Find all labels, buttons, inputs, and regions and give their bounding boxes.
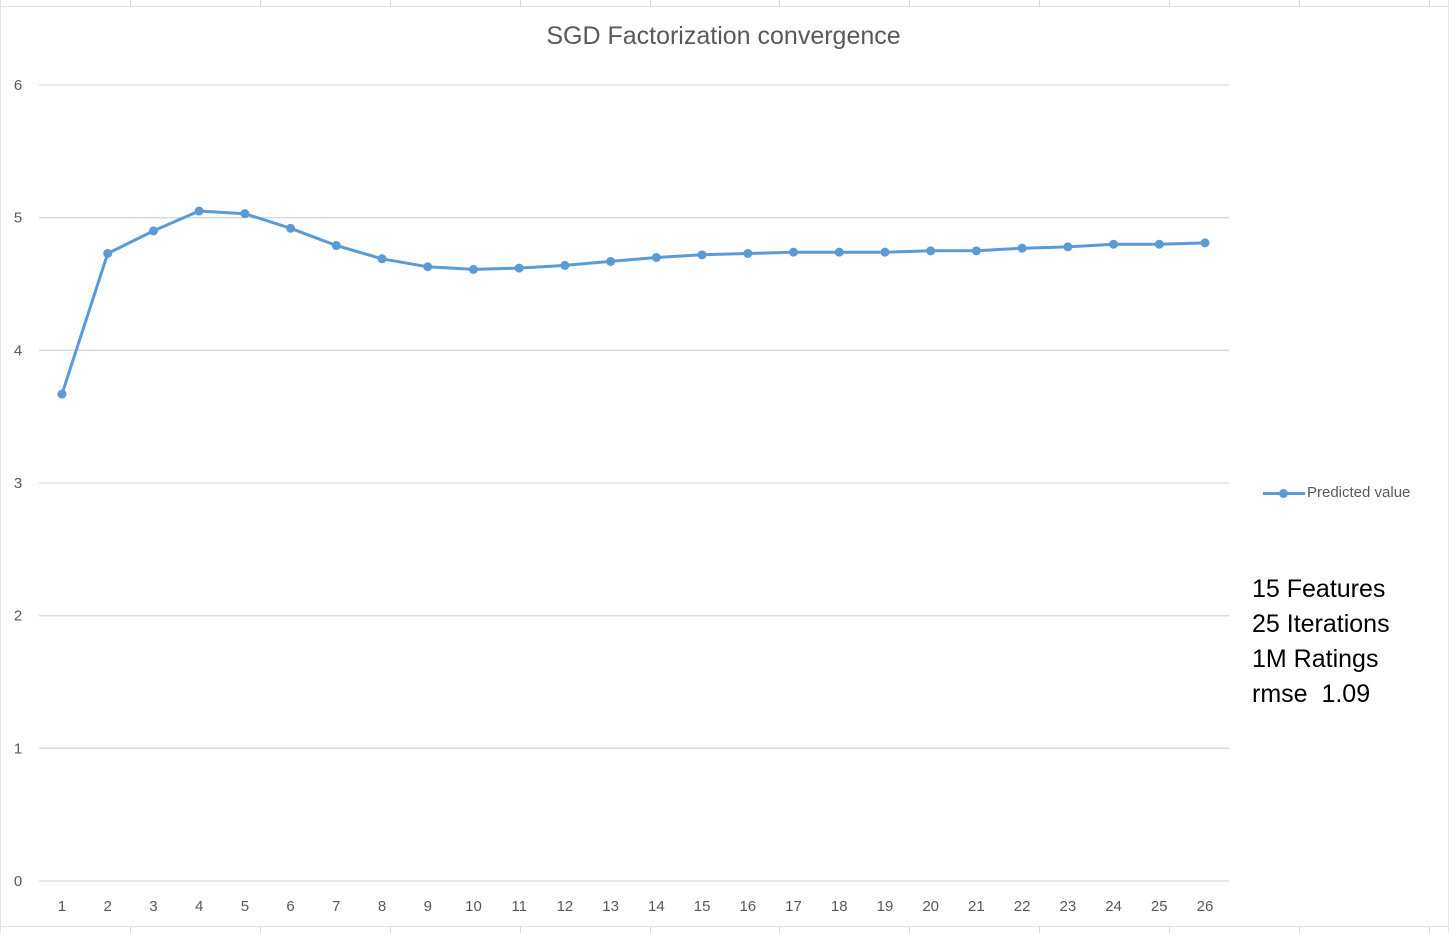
spreadsheet-column-divider	[909, 927, 910, 933]
x-tick-label: 3	[149, 898, 157, 915]
legend: Predicted value	[1263, 484, 1410, 501]
spreadsheet-grid-bottom	[0, 926, 1449, 933]
spreadsheet-column-divider	[130, 927, 131, 933]
data-point	[286, 223, 296, 233]
data-point	[1154, 239, 1164, 249]
x-tick-label: 16	[739, 898, 756, 915]
chart-title: SGD Factorization convergence	[546, 22, 901, 50]
x-tick-label: 24	[1105, 898, 1122, 915]
series-line	[60, 209, 1206, 395]
note-rmse: rmse 1.09	[1252, 680, 1371, 708]
x-tick-label: 4	[195, 898, 203, 915]
x-tick-label: 19	[877, 898, 894, 915]
spreadsheet-column-divider	[650, 927, 651, 933]
data-point	[514, 263, 524, 273]
data-point	[971, 246, 981, 256]
data-point	[1063, 242, 1073, 252]
spreadsheet-column-divider	[909, 0, 910, 6]
data-point	[57, 389, 67, 399]
x-tick-label: 7	[332, 898, 340, 915]
x-tick-label: 25	[1151, 898, 1168, 915]
data-point	[194, 206, 204, 216]
y-tick-label: 4	[14, 342, 22, 359]
legend-swatch-icon	[1263, 486, 1305, 500]
x-tick-label: 9	[424, 898, 432, 915]
y-tick-label: 1	[14, 740, 22, 757]
spreadsheet-column-divider	[779, 0, 780, 6]
x-tick-label: 13	[602, 898, 619, 915]
x-tick-label: 11	[511, 898, 527, 915]
x-tick-labels: 1 2 3 4 5 6 7 8 9 10 11 12 13 14 15 16 17 18 19 20 21 22 23 24 2…	[58, 898, 1214, 915]
data-point	[880, 247, 890, 257]
data-point	[606, 256, 616, 266]
x-tick-label: 1	[58, 898, 66, 915]
data-point	[560, 260, 570, 270]
data-point	[377, 254, 387, 264]
data-point	[1200, 238, 1210, 248]
x-tick-label: 26	[1197, 898, 1214, 915]
x-tick-label: 6	[286, 898, 294, 915]
x-tick-label: 15	[694, 898, 711, 915]
spreadsheet-column-divider	[1299, 0, 1300, 6]
spreadsheet-column-divider	[520, 0, 521, 6]
note-iterations: 25 Iterations	[1252, 610, 1390, 638]
x-tick-label: 5	[241, 898, 249, 915]
y-tick-label: 6	[14, 77, 22, 94]
x-tick-label: 10	[465, 898, 482, 915]
spreadsheet-column-divider	[1169, 927, 1170, 933]
y-tick-label: 3	[14, 475, 22, 492]
data-point	[423, 262, 433, 272]
data-point	[148, 226, 158, 236]
spreadsheet-column-divider	[1429, 0, 1430, 6]
spreadsheet-column-divider	[130, 0, 131, 6]
data-point	[1109, 239, 1119, 249]
note-ratings: 1M Ratings	[1252, 645, 1379, 673]
x-tick-label: 21	[968, 898, 985, 915]
x-tick-label: 17	[785, 898, 802, 915]
x-tick-label: 12	[557, 898, 574, 915]
x-tick-label: 8	[378, 898, 386, 915]
spreadsheet-column-divider	[1299, 927, 1300, 933]
note-features: 15 Features	[1252, 575, 1386, 603]
spreadsheet-column-divider	[1039, 0, 1040, 6]
x-tick-label: 2	[104, 898, 112, 915]
spreadsheet-column-divider	[1039, 927, 1040, 933]
spreadsheet-column-divider	[390, 0, 391, 6]
x-tick-label: 22	[1014, 898, 1031, 915]
data-point	[834, 247, 844, 257]
series-group	[57, 206, 1210, 399]
y-tick-label: 2	[14, 608, 22, 625]
data-point	[697, 250, 707, 260]
x-tick-label: 20	[922, 898, 939, 915]
x-tick-label: 18	[831, 898, 848, 915]
data-point	[789, 247, 799, 257]
data-point	[743, 248, 753, 258]
annotation-notes: 15 Features 25 Iterations 1M Ratings rms…	[1252, 572, 1390, 712]
data-point	[926, 246, 936, 256]
x-tick-label: 23	[1059, 898, 1076, 915]
spreadsheet-column-divider	[260, 927, 261, 933]
data-point	[240, 209, 250, 219]
data-point	[103, 248, 113, 258]
y-tick-label: 0	[14, 873, 22, 890]
legend-label: Predicted value	[1307, 484, 1411, 501]
spreadsheet-column-divider	[1429, 927, 1430, 933]
spreadsheet-column-divider	[260, 0, 261, 6]
spreadsheet-column-divider	[1169, 0, 1170, 6]
data-point	[468, 264, 478, 274]
spreadsheet-column-divider	[390, 927, 391, 933]
gridlines	[39, 84, 1229, 882]
y-tick-labels: 0 1 2 3 4 5 6	[14, 77, 22, 890]
data-point	[1017, 243, 1027, 253]
x-tick-label: 14	[648, 898, 665, 915]
y-tick-label: 5	[14, 210, 22, 227]
spreadsheet-grid-top	[0, 0, 1449, 7]
spreadsheet-column-divider	[520, 927, 521, 933]
data-point	[331, 241, 341, 251]
data-point	[651, 252, 661, 262]
spreadsheet-column-divider	[650, 0, 651, 6]
spreadsheet-column-divider	[779, 927, 780, 933]
